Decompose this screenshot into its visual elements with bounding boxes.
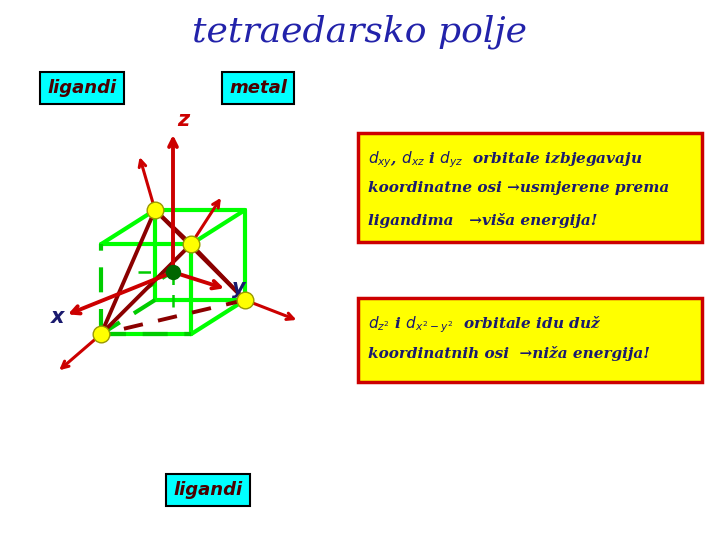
Text: koordinatne osi →usmjerene prema: koordinatne osi →usmjerene prema [368, 181, 670, 195]
Text: ligandima   →viša energija!: ligandima →viša energija! [368, 213, 598, 228]
Text: x: x [51, 307, 65, 327]
FancyBboxPatch shape [358, 298, 702, 382]
Text: y: y [232, 278, 246, 298]
Text: $\mathbf{\mathit{d_{xy}}}$, $\mathbf{\mathit{d_{xz}}}$ i $\mathbf{\mathit{d_{yz}: $\mathbf{\mathit{d_{xy}}}$, $\mathbf{\ma… [368, 149, 642, 170]
Text: koordinatnih osi  →niža energija!: koordinatnih osi →niža energija! [368, 346, 650, 361]
Text: metal: metal [229, 79, 287, 97]
Text: $\mathbf{\mathit{d_{z^2}}}$ i $\mathbf{\mathit{d_{x^2-y^2}}}$  orbitale idu duž: $\mathbf{\mathit{d_{z^2}}}$ i $\mathbf{\… [368, 314, 601, 335]
Text: ligandi: ligandi [174, 481, 243, 499]
Text: ligandi: ligandi [48, 79, 117, 97]
Text: tetraedarsko polje: tetraedarsko polje [192, 15, 528, 49]
Text: z: z [177, 110, 189, 130]
FancyBboxPatch shape [358, 133, 702, 242]
